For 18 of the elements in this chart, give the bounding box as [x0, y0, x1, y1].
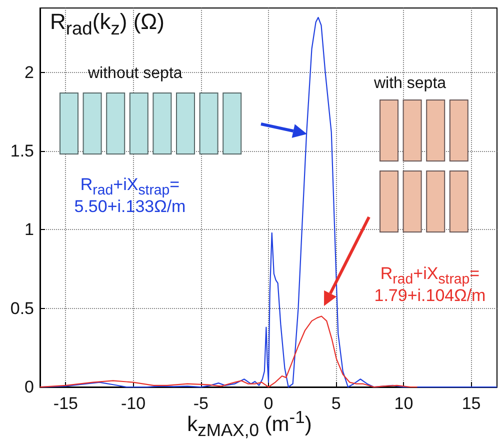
- x-tick-label: 5: [331, 394, 341, 413]
- x-tick-label: -10: [121, 394, 146, 413]
- y-tick-label: 1: [24, 220, 34, 240]
- line-series: [39, 316, 418, 388]
- annotation: R$_{rad}$+iX$_{strap}$= 5.50+i.133Ω/m: [73, 175, 187, 216]
- x-tick-label: -5: [193, 394, 208, 413]
- x-tick-label: 10: [394, 394, 414, 413]
- y-axis-title: R$_{rad}$(k$_{z}$) (Ω): [50, 9, 164, 38]
- annotation: without septa: [88, 65, 182, 83]
- x-tick-label: 0: [264, 394, 274, 413]
- y-tick-label: 2: [24, 62, 34, 82]
- annotation: R$_{rad}$+iX$_{strap}$= 1.79+i.104Ω/m: [373, 264, 487, 306]
- x-tick-label: -15: [53, 394, 78, 413]
- y-tick-label: 0: [24, 378, 34, 396]
- x-tick-label: 15: [462, 394, 481, 413]
- y-tick-label: 0.5: [10, 298, 34, 318]
- annotation: with septa: [374, 75, 446, 93]
- y-tick-label: 1.5: [10, 142, 34, 161]
